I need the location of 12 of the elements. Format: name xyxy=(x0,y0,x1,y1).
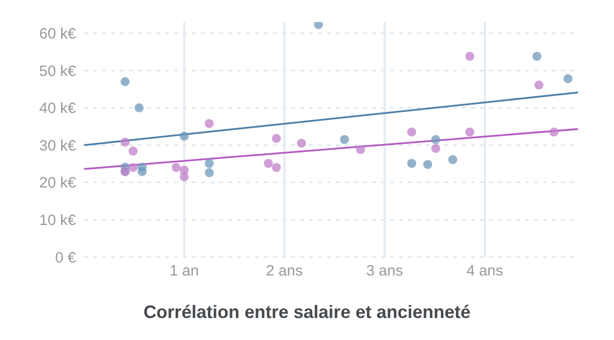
x-tick-label: 3 ans xyxy=(366,262,403,280)
y-tick-label: 60 k€ xyxy=(39,26,77,43)
y-tick-label: 30 k€ xyxy=(39,137,77,154)
y-tick-label: 40 k€ xyxy=(39,100,77,118)
y-tick-label: 10 k€ xyxy=(39,212,77,230)
y-tick-label: 50 k€ xyxy=(39,62,77,80)
x-tick-label: 4 ans xyxy=(466,262,504,280)
y-tick-label: 20 k€ xyxy=(39,174,77,192)
x-tick-label: 1 an xyxy=(170,262,199,280)
text: Corrélation entre salaire et ancienneté xyxy=(142,302,472,323)
x-tick-label: 2 ans xyxy=(266,262,303,280)
y-tick-label: 0 € xyxy=(55,249,77,266)
